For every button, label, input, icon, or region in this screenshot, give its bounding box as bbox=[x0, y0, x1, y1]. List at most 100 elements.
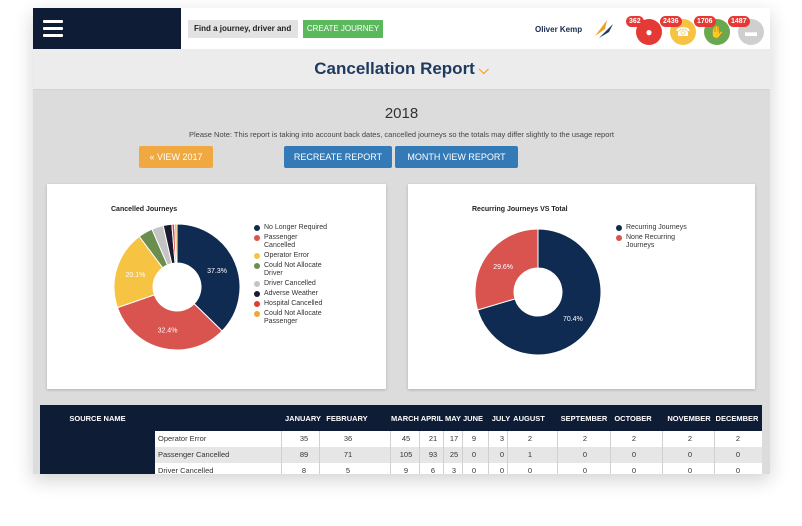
legend-swatch bbox=[254, 235, 260, 241]
table-cell: 25 bbox=[443, 447, 464, 463]
table-row[interactable]: Passenger Cancelled 89 71 105 93 25 0 0 1 0 0 0 0 bbox=[155, 447, 762, 463]
legend-item[interactable]: Adverse Weather bbox=[254, 290, 330, 298]
month-header[interactable]: MARCH bbox=[391, 414, 419, 423]
notification-button[interactable]: ✋ bbox=[704, 19, 730, 45]
table-cell: 93 bbox=[419, 447, 446, 463]
page-title-text: Cancellation Report bbox=[314, 59, 475, 78]
chevron-down-icon[interactable]: ⌵ bbox=[478, 62, 489, 77]
table-cell: 2 bbox=[662, 431, 717, 447]
table-cell: 3 bbox=[488, 431, 515, 447]
recurring-journeys-chart: 70.4% 29.6% bbox=[474, 228, 602, 356]
legend-label: Could Not Allocate Passenger bbox=[264, 310, 322, 325]
table-cell: 6 bbox=[419, 463, 446, 474]
table-header: SOURCE NAME JANUARY FEBRUARY MARCH APRIL MAY… bbox=[40, 405, 762, 431]
legend-item[interactable]: Could Not Allocate Passenger bbox=[254, 310, 330, 326]
menu-button[interactable] bbox=[33, 8, 181, 49]
legend-swatch bbox=[254, 225, 260, 231]
top-bar: Find a journey, driver and CREATE JOURNE… bbox=[33, 8, 770, 49]
view-previous-year-button[interactable]: « VIEW 2017 bbox=[139, 146, 213, 168]
chart-legend: Recurring Journeys None Recurring Journey… bbox=[616, 224, 696, 252]
table-cell: 36 bbox=[319, 431, 376, 447]
cancelled-journeys-chart: 37.3% 32.4% 20.1% bbox=[113, 223, 241, 351]
table-cell: 0 bbox=[507, 463, 552, 474]
notification-count-badge: 1706 bbox=[694, 16, 716, 27]
legend-swatch bbox=[254, 263, 260, 269]
menu-icon bbox=[43, 27, 63, 30]
table-cell: 89 bbox=[281, 447, 326, 463]
search-input[interactable]: Find a journey, driver and bbox=[188, 20, 298, 38]
legend-label: Recurring Journeys bbox=[626, 224, 687, 231]
app-window: Find a journey, driver and CREATE JOURNE… bbox=[33, 8, 770, 474]
month-header[interactable]: MAY bbox=[445, 414, 461, 423]
pie-slice[interactable] bbox=[176, 223, 241, 332]
table-cell: 0 bbox=[662, 463, 717, 474]
table-cell: 35 bbox=[281, 431, 326, 447]
month-header[interactable]: JUNE bbox=[462, 414, 483, 423]
legend-item[interactable]: Hospital Cancelled bbox=[254, 300, 330, 308]
pie-slice[interactable] bbox=[116, 294, 223, 351]
month-header[interactable]: SEPTEMBER bbox=[560, 414, 608, 423]
create-journey-button[interactable]: CREATE JOURNEY bbox=[303, 20, 383, 38]
cancellation-table: SOURCE NAME JANUARY FEBRUARY MARCH APRIL MAY… bbox=[40, 405, 762, 474]
thumbs-up-icon: ✋ bbox=[709, 25, 725, 39]
cancelled-journeys-card: Cancelled Journeys 37.3% 32.4% 20.1% No Lo… bbox=[47, 184, 386, 389]
chart-title: Recurring Journeys VS Total bbox=[472, 206, 568, 213]
table-cell: 0 bbox=[714, 447, 761, 463]
table-cell: 71 bbox=[319, 447, 376, 463]
page-title[interactable]: Cancellation Report ⌵ bbox=[33, 59, 770, 79]
month-header[interactable]: DECEMBER bbox=[715, 414, 759, 423]
table-cell: 17 bbox=[443, 431, 464, 447]
table-cell: 2 bbox=[714, 431, 761, 447]
legend-item[interactable]: None Recurring Journeys bbox=[616, 234, 696, 250]
legend-label: None Recurring Journeys bbox=[626, 234, 676, 249]
month-header[interactable]: AUGUST bbox=[513, 414, 545, 423]
month-header[interactable]: JULY bbox=[491, 414, 511, 423]
slice-label: 29.6% bbox=[493, 264, 513, 271]
month-header[interactable]: OCTOBER bbox=[614, 414, 652, 423]
legend-label: Operator Error bbox=[264, 252, 310, 259]
table-cell: 8 bbox=[281, 463, 326, 474]
table-cell: 0 bbox=[714, 463, 761, 474]
table-row[interactable]: Driver Cancelled 8 5 9 6 3 0 0 0 0 0 0 0 bbox=[155, 463, 762, 474]
month-header[interactable]: JANUARY bbox=[285, 414, 321, 423]
table-cell: 0 bbox=[557, 463, 612, 474]
slice-label: 32.4% bbox=[158, 327, 178, 334]
legend-item[interactable]: Recurring Journeys bbox=[616, 224, 696, 232]
table-cell: 0 bbox=[610, 447, 657, 463]
pie-slice[interactable] bbox=[113, 235, 164, 309]
legend-item[interactable]: Passenger Cancelled bbox=[254, 234, 330, 250]
user-icon: ● bbox=[645, 25, 653, 39]
table-cell: 2 bbox=[610, 431, 657, 447]
chart-title: Cancelled Journeys bbox=[111, 206, 178, 213]
chart-legend: No Longer Required Passenger Cancelled Ope… bbox=[254, 224, 330, 328]
source-name-cell: Operator Error bbox=[158, 434, 207, 443]
recreate-report-button[interactable]: RECREATE REPORT bbox=[284, 146, 392, 168]
pie-slice[interactable] bbox=[476, 228, 602, 356]
legend-label: Hospital Cancelled bbox=[264, 300, 323, 307]
legend-label: Driver Cancelled bbox=[264, 280, 316, 287]
legend-label: No Longer Required bbox=[264, 224, 328, 231]
notification-count-badge: 2436 bbox=[660, 16, 682, 27]
table-cell: 3 bbox=[443, 463, 464, 474]
user-name[interactable]: Oliver Kemp bbox=[535, 25, 583, 34]
legend-swatch bbox=[254, 291, 260, 297]
legend-item[interactable]: Driver Cancelled bbox=[254, 280, 330, 288]
month-header[interactable]: NOVEMBER bbox=[667, 414, 711, 423]
legend-item[interactable]: No Longer Required bbox=[254, 224, 330, 232]
legend-swatch bbox=[254, 301, 260, 307]
pie-slice[interactable] bbox=[474, 228, 539, 311]
table-cell: 9 bbox=[390, 463, 421, 474]
month-view-report-button[interactable]: MONTH VIEW REPORT bbox=[395, 146, 518, 168]
notification-count-badge: 362 bbox=[626, 16, 644, 27]
table-row[interactable]: Operator Error 35 36 45 21 17 9 3 2 2 2 2 2 bbox=[155, 431, 762, 447]
table-cell: 0 bbox=[488, 447, 515, 463]
month-header[interactable]: FEBRUARY bbox=[326, 414, 368, 423]
legend-swatch bbox=[254, 253, 260, 259]
table-cell: 1 bbox=[507, 447, 552, 463]
month-header[interactable]: APRIL bbox=[420, 414, 444, 423]
source-name-header: SOURCE NAME bbox=[69, 414, 126, 423]
pie-slice[interactable] bbox=[174, 223, 178, 264]
legend-item[interactable]: Could Not Allocate Driver bbox=[254, 262, 330, 278]
legend-item[interactable]: Operator Error bbox=[254, 252, 330, 260]
table-cell: 2 bbox=[557, 431, 612, 447]
